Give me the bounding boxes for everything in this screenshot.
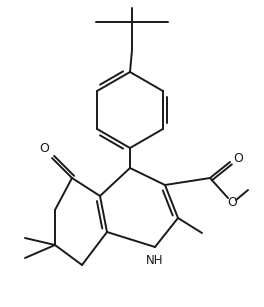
Text: O: O <box>233 151 243 165</box>
Text: O: O <box>227 196 237 208</box>
Text: NH: NH <box>146 255 164 267</box>
Text: O: O <box>39 142 49 154</box>
